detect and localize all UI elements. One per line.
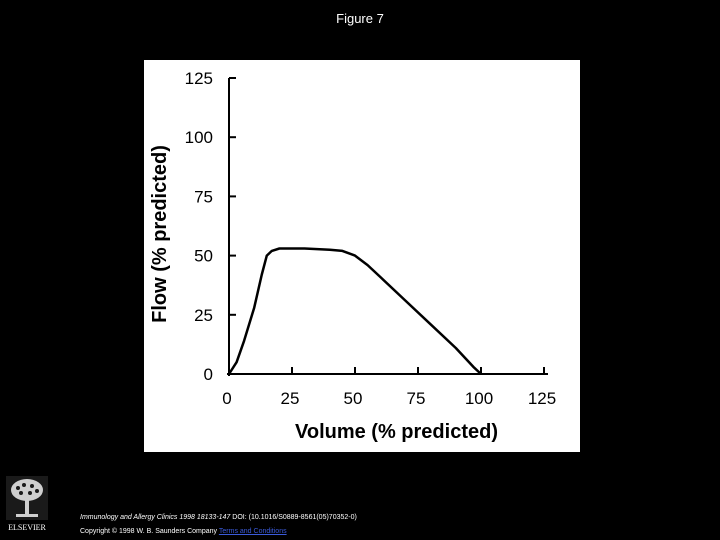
doi-text: DOI: (10.1016/S0889-8561(05)70352-0) <box>232 514 357 521</box>
citation-line: Immunology and Allergy Clinics 1998 1813… <box>80 514 357 521</box>
x-axis-ticks: 0 25 50 75 100 125 <box>222 367 556 408</box>
y-tick-label: 125 <box>185 69 213 88</box>
x-tick-label: 125 <box>528 389 556 408</box>
copyright-text: Copyright © 1998 W. B. Saunders Company <box>80 528 218 535</box>
y-tick-label: 50 <box>194 247 213 266</box>
flow-volume-curve <box>227 247 482 375</box>
figure-panel: 0 25 50 75 100 125 0 25 50 75 100 125 Flow (% pred… <box>144 60 580 452</box>
y-tick-label: 100 <box>185 128 213 147</box>
journal-citation: Immunology and Allergy Clinics 1998 1813… <box>80 514 231 521</box>
x-tick-label: 75 <box>407 389 426 408</box>
y-tick-label: 25 <box>194 306 213 325</box>
y-axis-label: Flow (% predicted) <box>149 145 171 323</box>
publisher-name: ELSEVIER <box>8 523 46 532</box>
axes <box>227 78 548 376</box>
y-axis-ticks: 0 25 50 75 100 125 <box>185 69 236 384</box>
elsevier-tree-logo: ELSEVIER <box>6 476 48 532</box>
x-tick-label: 0 <box>222 389 231 408</box>
terms-and-conditions-link[interactable]: Terms and Conditions <box>218 528 287 535</box>
x-axis-label: Volume (% predicted) <box>295 421 498 443</box>
slide-title: Figure 7 <box>336 11 384 26</box>
y-tick-label: 75 <box>194 187 213 206</box>
y-tick-label: 0 <box>204 365 213 384</box>
x-tick-label: 50 <box>344 389 363 408</box>
series-layer <box>227 247 482 375</box>
copyright-line: Copyright © 1998 W. B. Saunders Company … <box>80 528 287 535</box>
x-tick-label: 25 <box>281 389 300 408</box>
x-tick-label: 100 <box>465 389 493 408</box>
flow-volume-chart: 0 25 50 75 100 125 0 25 50 75 100 125 Flow (% pred… <box>149 69 556 443</box>
